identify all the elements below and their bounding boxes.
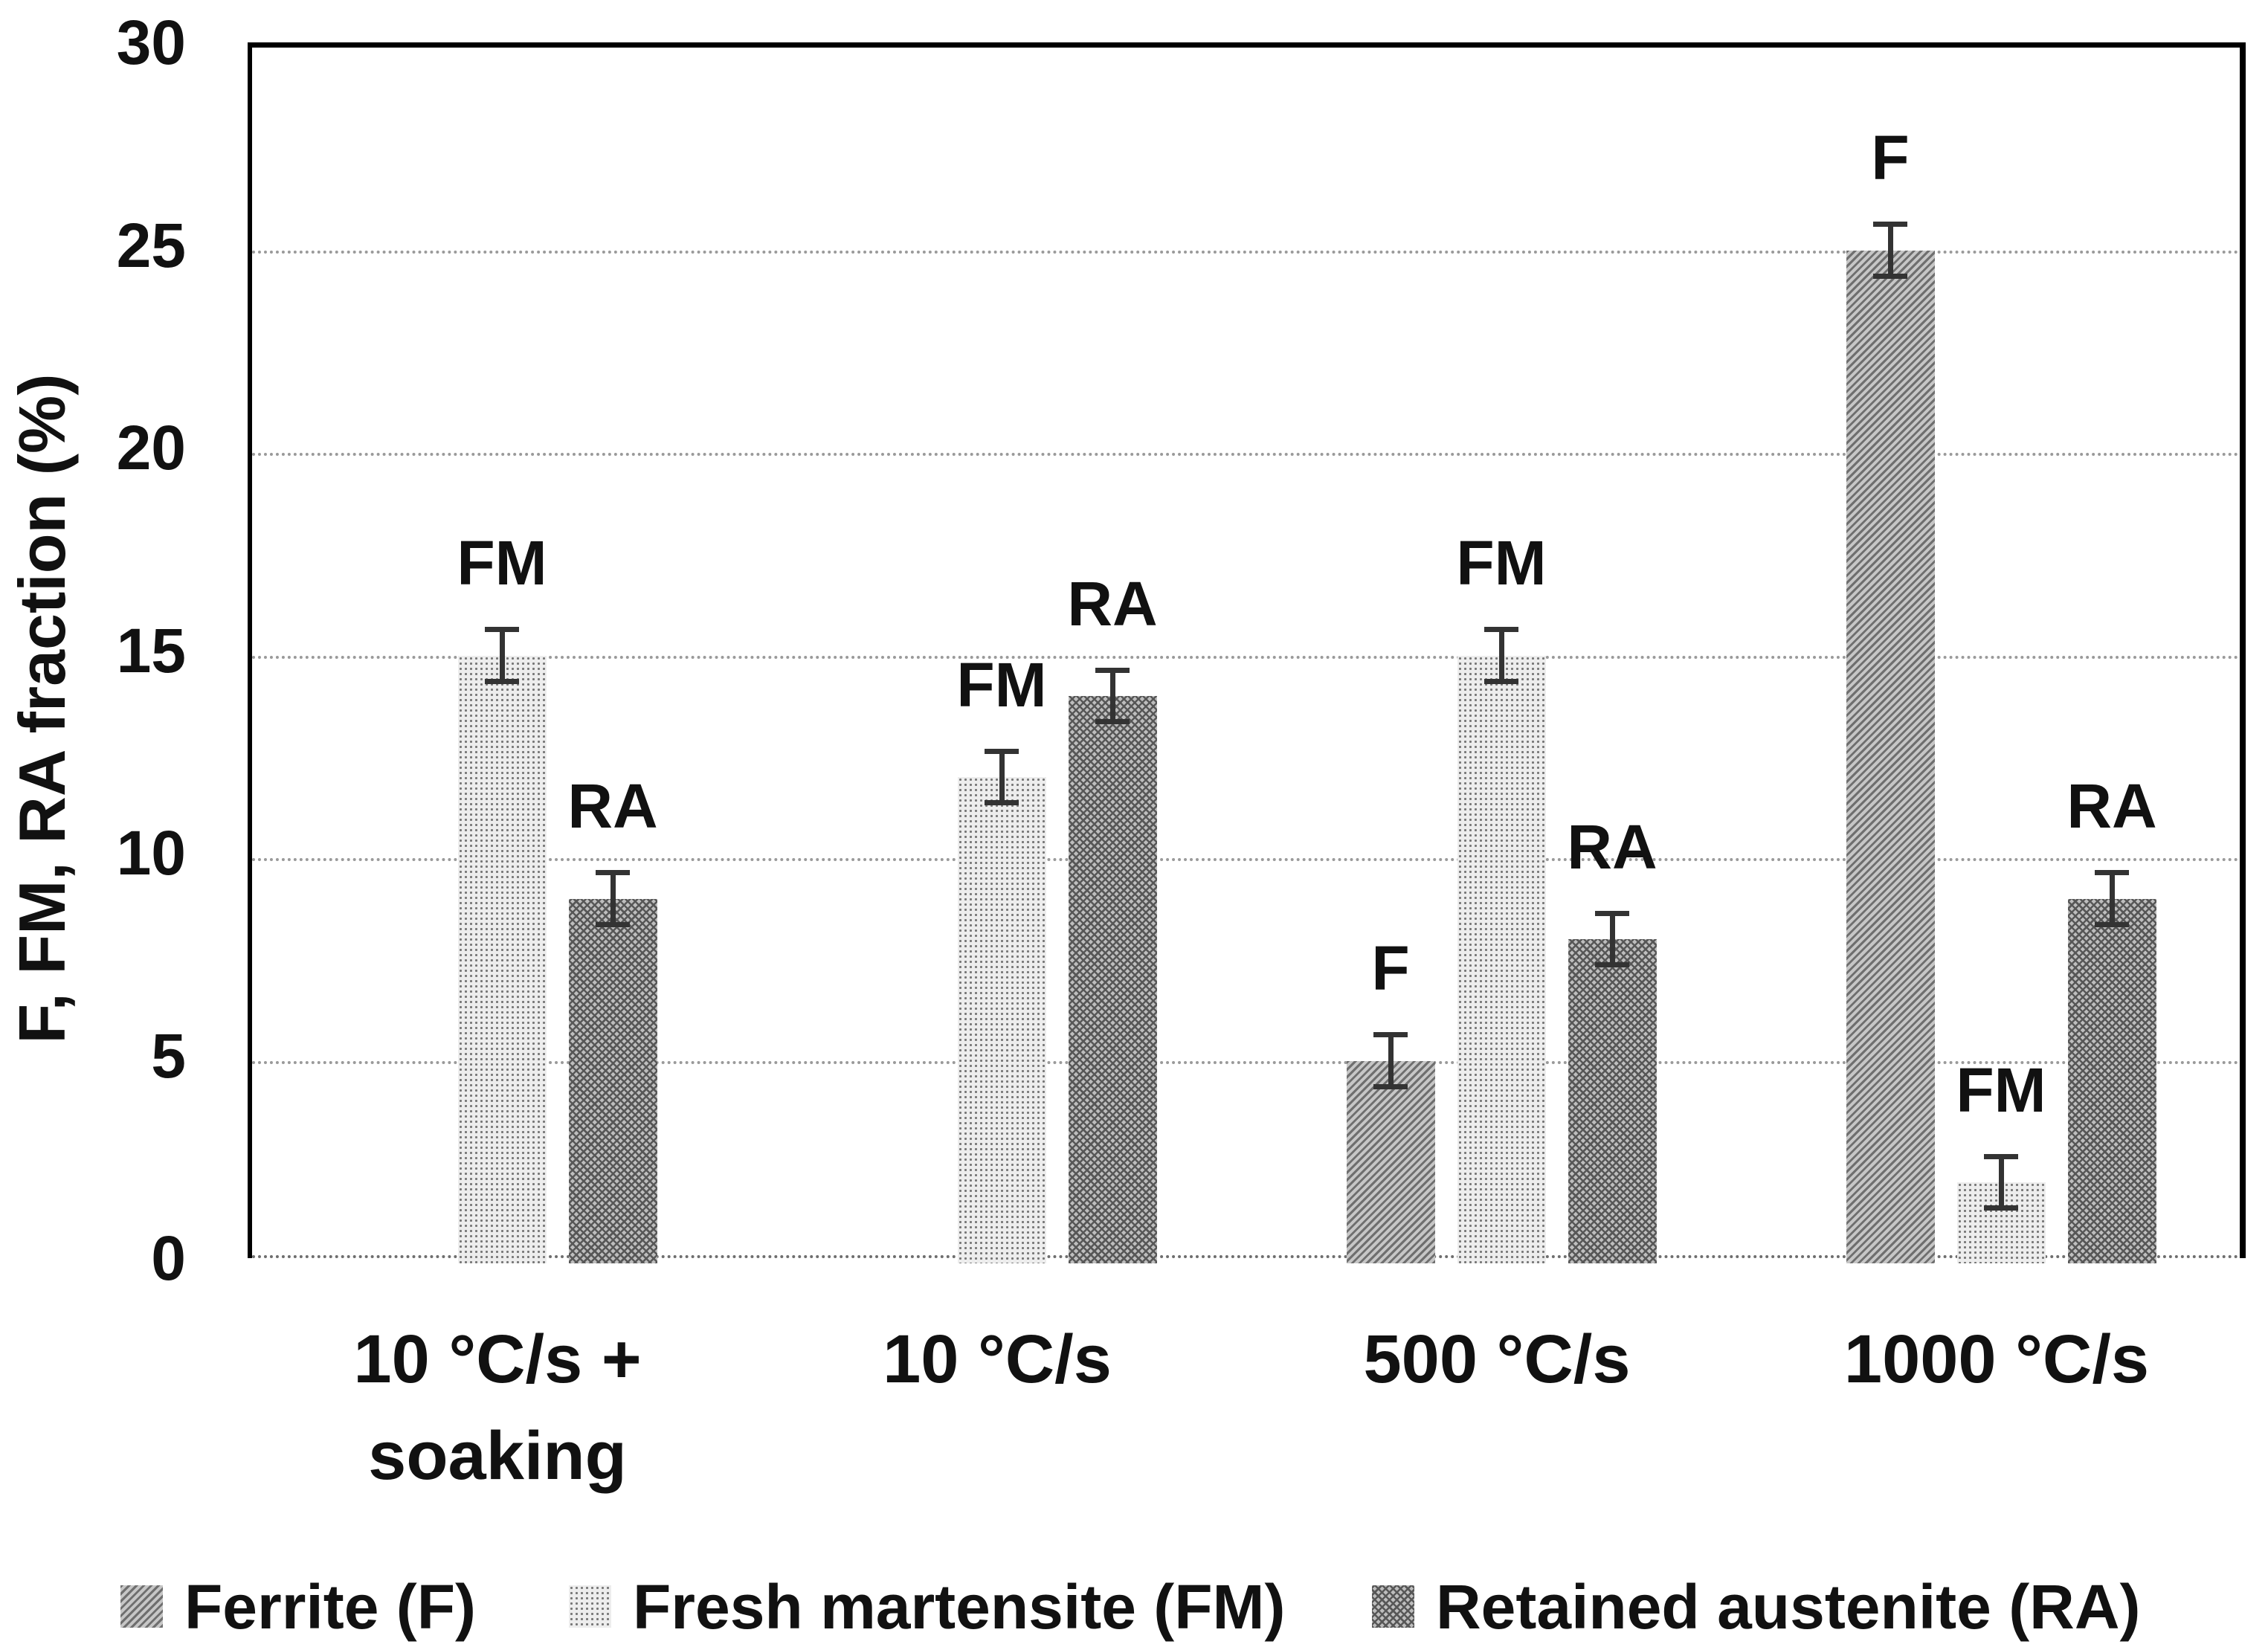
bar-label-FM-0: FM bbox=[457, 528, 547, 599]
x-category-label-3: 1000 °C/s bbox=[1747, 1311, 2246, 1408]
error-bar-stem bbox=[1388, 1032, 1394, 1089]
bar-F-3 bbox=[1846, 250, 1935, 1263]
error-bar-bottom-cap bbox=[1095, 719, 1130, 725]
x-category-label-line: 10 °C/s + bbox=[353, 1321, 642, 1397]
bar-FM-0 bbox=[457, 655, 547, 1263]
error-bar-bottom-cap bbox=[1595, 962, 1629, 968]
legend: Ferrite (F) Fresh martensite (FM) Retained… bbox=[0, 1571, 2268, 1642]
legend-label-RA: Retained austenite (RA) bbox=[1436, 1571, 2141, 1642]
x-category-label-2: 500 °C/s bbox=[1247, 1311, 1747, 1408]
error-bar-FM-1 bbox=[985, 748, 1019, 806]
bar-label-FM-1: FM bbox=[956, 649, 1047, 720]
error-bar-stem bbox=[610, 870, 616, 927]
error-bar-top-cap bbox=[1984, 1153, 2018, 1159]
y-tick-label-10: 10 bbox=[116, 818, 186, 888]
bar-label-RA-0: RA bbox=[567, 771, 658, 842]
bar-label-RA-3: RA bbox=[2066, 771, 2157, 842]
x-category-label-0: 10 °C/s + soaking bbox=[248, 1311, 747, 1504]
error-bar-F-3 bbox=[1873, 222, 1907, 279]
bar-label-RA-1: RA bbox=[1067, 568, 1158, 639]
x-category-label-line: 10 °C/s bbox=[883, 1321, 1112, 1397]
error-bar-stem bbox=[2109, 870, 2115, 927]
legend-swatch-FM bbox=[569, 1585, 611, 1628]
bar-label-F-3: F bbox=[1871, 123, 1910, 193]
y-tick-label-30: 30 bbox=[116, 7, 186, 77]
error-bar-bottom-cap bbox=[1984, 1205, 2018, 1211]
x-category-label-1: 10 °C/s bbox=[747, 1311, 1247, 1408]
bar-RA-0 bbox=[568, 898, 657, 1263]
error-bar-stem bbox=[1887, 222, 1893, 279]
y-tick-label-25: 25 bbox=[116, 210, 186, 280]
bar-label-FM-2: FM bbox=[1456, 528, 1547, 599]
error-bar-bottom-cap bbox=[596, 921, 630, 927]
bar-F-2 bbox=[1346, 1060, 1435, 1263]
error-bar-FM-3 bbox=[1984, 1153, 2018, 1211]
error-bar-stem bbox=[999, 748, 1005, 806]
bar-label-F-2: F bbox=[1371, 933, 1410, 1004]
error-bar-RA-3 bbox=[2095, 870, 2129, 927]
error-bar-stem bbox=[1998, 1153, 2004, 1211]
error-bar-top-cap bbox=[1873, 222, 1907, 228]
plot-area: F F FM FM FM FM RA RA RA RA bbox=[248, 42, 2246, 1263]
error-bar-top-cap bbox=[2095, 870, 2129, 876]
y-tick-label-15: 15 bbox=[116, 615, 186, 686]
x-axis-line bbox=[252, 1255, 2240, 1258]
error-bar-top-cap bbox=[485, 627, 519, 633]
error-bar-top-cap bbox=[1095, 667, 1130, 673]
x-category-label-line: soaking bbox=[368, 1418, 627, 1494]
error-bar-top-cap bbox=[985, 748, 1019, 754]
error-bar-bottom-cap bbox=[1373, 1083, 1408, 1089]
error-bar-FM-0 bbox=[485, 627, 519, 684]
legend-label-F: Ferrite (F) bbox=[184, 1571, 477, 1642]
y-tick-label-20: 20 bbox=[116, 413, 186, 483]
error-bar-bottom-cap bbox=[1484, 678, 1518, 684]
error-bar-top-cap bbox=[596, 870, 630, 876]
legend-label-FM: Fresh martensite (FM) bbox=[633, 1571, 1286, 1642]
gridline-5 bbox=[252, 1060, 2240, 1064]
error-bar-bottom-cap bbox=[485, 678, 519, 684]
error-bar-RA-0 bbox=[596, 870, 630, 927]
legend-swatch-RA bbox=[1372, 1585, 1414, 1628]
error-bar-top-cap bbox=[1373, 1032, 1408, 1038]
error-bar-RA-1 bbox=[1095, 667, 1130, 725]
bar-FM-1 bbox=[957, 777, 1046, 1263]
gridline-10 bbox=[252, 858, 2240, 861]
error-bar-bottom-cap bbox=[1873, 273, 1907, 279]
gridline-25 bbox=[252, 250, 2240, 254]
error-bar-top-cap bbox=[1484, 627, 1518, 633]
error-bar-stem bbox=[499, 627, 505, 684]
y-tick-label-0: 0 bbox=[151, 1223, 186, 1293]
bar-FM-2 bbox=[1457, 655, 1546, 1263]
error-bar-FM-2 bbox=[1484, 627, 1518, 684]
gridline-15 bbox=[252, 655, 2240, 659]
bar-label-RA-2: RA bbox=[1567, 811, 1657, 882]
error-bar-stem bbox=[1498, 627, 1504, 684]
error-bar-stem bbox=[1109, 667, 1115, 725]
error-bar-stem bbox=[1609, 910, 1615, 968]
y-tick-label-5: 5 bbox=[151, 1020, 186, 1091]
error-bar-F-2 bbox=[1373, 1032, 1408, 1089]
bar-RA-3 bbox=[2067, 898, 2156, 1263]
bar-RA-1 bbox=[1068, 696, 1157, 1263]
x-category-label-line: 1000 °C/s bbox=[1843, 1321, 2150, 1397]
error-bar-top-cap bbox=[1595, 910, 1629, 916]
legend-swatch-F bbox=[120, 1585, 163, 1628]
gridline-20 bbox=[252, 453, 2240, 456]
bar-RA-2 bbox=[1568, 939, 1657, 1263]
x-category-label-line: 500 °C/s bbox=[1363, 1321, 1631, 1397]
error-bar-bottom-cap bbox=[985, 800, 1019, 806]
bar-label-FM-3: FM bbox=[1956, 1054, 2046, 1125]
error-bar-bottom-cap bbox=[2095, 921, 2129, 927]
error-bar-RA-2 bbox=[1595, 910, 1629, 968]
